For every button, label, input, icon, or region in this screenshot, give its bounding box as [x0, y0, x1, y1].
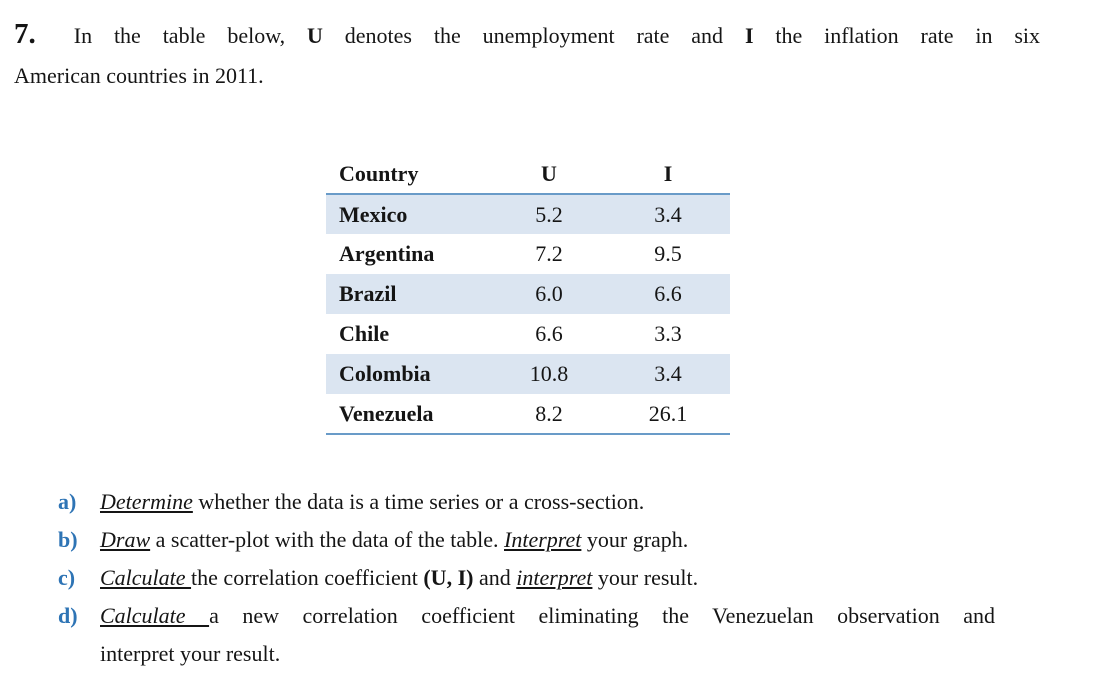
text-run: a scatter-plot with the data of the tabl… — [150, 527, 504, 552]
keyword-underlined: Draw — [100, 527, 151, 552]
cell-i: 3.4 — [654, 361, 682, 386]
keyword-underlined: Calculate — [100, 603, 210, 628]
text-run: and — [473, 565, 517, 590]
table-row: Venezuela 8.2 26.1 — [326, 394, 730, 435]
cell-u: 6.0 — [535, 281, 563, 306]
data-table: Country U I Mexico 5.2 3.4 Argentina 7.2… — [326, 154, 730, 435]
keyword-underlined: Calculate — [100, 565, 192, 590]
symbol-u: U — [307, 23, 323, 48]
cell-country: Argentina — [339, 241, 435, 266]
header-u: U — [492, 154, 606, 195]
cell-country: Venezuela — [326, 394, 492, 435]
subquestion-letter: a) — [58, 489, 77, 514]
cell-i: 26.1 — [606, 394, 730, 435]
text-line: interpret your result. — [100, 635, 995, 673]
subquestion-b: b) Draw a scatter-plot with the data of … — [58, 521, 1094, 559]
table-row: Mexico 5.2 3.4 — [326, 194, 730, 234]
cell-u: 5.2 — [535, 201, 563, 227]
subquestion-a: a) Determine whether the data is a time … — [58, 483, 1094, 521]
subquestion-d: d) Calculate a new correlation coefficie… — [58, 597, 1094, 673]
cell-u: 10.8 — [529, 361, 569, 386]
subquestion-list: a) Determine whether the data is a time … — [58, 483, 1094, 673]
cell-u: 7.2 — [535, 241, 563, 266]
table-row: Colombia 10.8 3.4 — [326, 354, 730, 394]
text-run: your result. — [592, 565, 699, 590]
cell-country: Chile — [339, 321, 390, 346]
keyword-underlined: Determine — [100, 489, 193, 514]
text-line: Calculate a new correlation coefficient … — [100, 597, 995, 635]
subquestion-letter: d) — [58, 603, 78, 628]
symbol-u-i: (U, I) — [423, 565, 474, 590]
header-i: I — [606, 154, 730, 195]
table-row: Chile 6.6 3.3 — [326, 314, 730, 354]
keyword-underlined: Interpret — [504, 527, 582, 552]
table-container: Country U I Mexico 5.2 3.4 Argentina 7.2… — [326, 154, 1094, 435]
cell-country: Brazil — [339, 281, 397, 306]
header-country: Country — [326, 154, 492, 195]
text-run: whether the data is a time series or a c… — [192, 489, 645, 514]
intro-line-1: 7. In the table below, U denotes the unem… — [14, 14, 1040, 56]
table-header-row: Country U I — [326, 154, 730, 195]
subquestion-c: c) Calculate the correlation coefficient… — [58, 559, 1094, 597]
text-run: In the table below, — [73, 23, 308, 48]
cell-i: 6.6 — [654, 281, 682, 306]
text-run: the inflation rate in six — [753, 23, 1041, 48]
cell-country: Colombia — [339, 361, 431, 386]
cell-i: 3.3 — [654, 321, 682, 346]
table-row: Argentina 7.2 9.5 — [326, 234, 730, 274]
keyword-underlined: interpret — [516, 565, 593, 590]
text-run: your graph. — [581, 527, 689, 552]
cell-i: 9.5 — [654, 241, 682, 266]
text-run: the correlation coefficient — [191, 565, 424, 590]
intro-line-2: American countries in 2011. — [14, 56, 1040, 96]
subquestion-letter: b) — [58, 527, 78, 552]
cell-u: 8.2 — [492, 394, 606, 435]
cell-u: 6.6 — [535, 321, 563, 346]
subquestion-text: Determine whether the data is a time ser… — [100, 483, 995, 521]
subquestion-letter: c) — [58, 565, 76, 590]
subquestion-text: Calculate a new correlation coefficient … — [100, 597, 995, 673]
subquestion-text: Calculate the correlation coefficient (U… — [100, 559, 995, 597]
text-run: American countries in 2011. — [14, 63, 264, 88]
question-number: 7. — [14, 18, 36, 50]
text-run: interpret your result. — [100, 641, 281, 666]
table-row: Brazil 6.0 6.6 — [326, 274, 730, 314]
text-run: denotes the unemployment rate and — [322, 23, 745, 48]
symbol-i: I — [744, 23, 754, 48]
cell-country: Mexico — [339, 201, 408, 227]
cell-i: 3.4 — [654, 201, 682, 227]
question-intro: 7. In the table below, U denotes the unem… — [14, 14, 1040, 96]
subquestion-text: Draw a scatter-plot with the data of the… — [100, 521, 995, 559]
text-run: a new correlation coefficient eliminatin… — [209, 603, 995, 628]
